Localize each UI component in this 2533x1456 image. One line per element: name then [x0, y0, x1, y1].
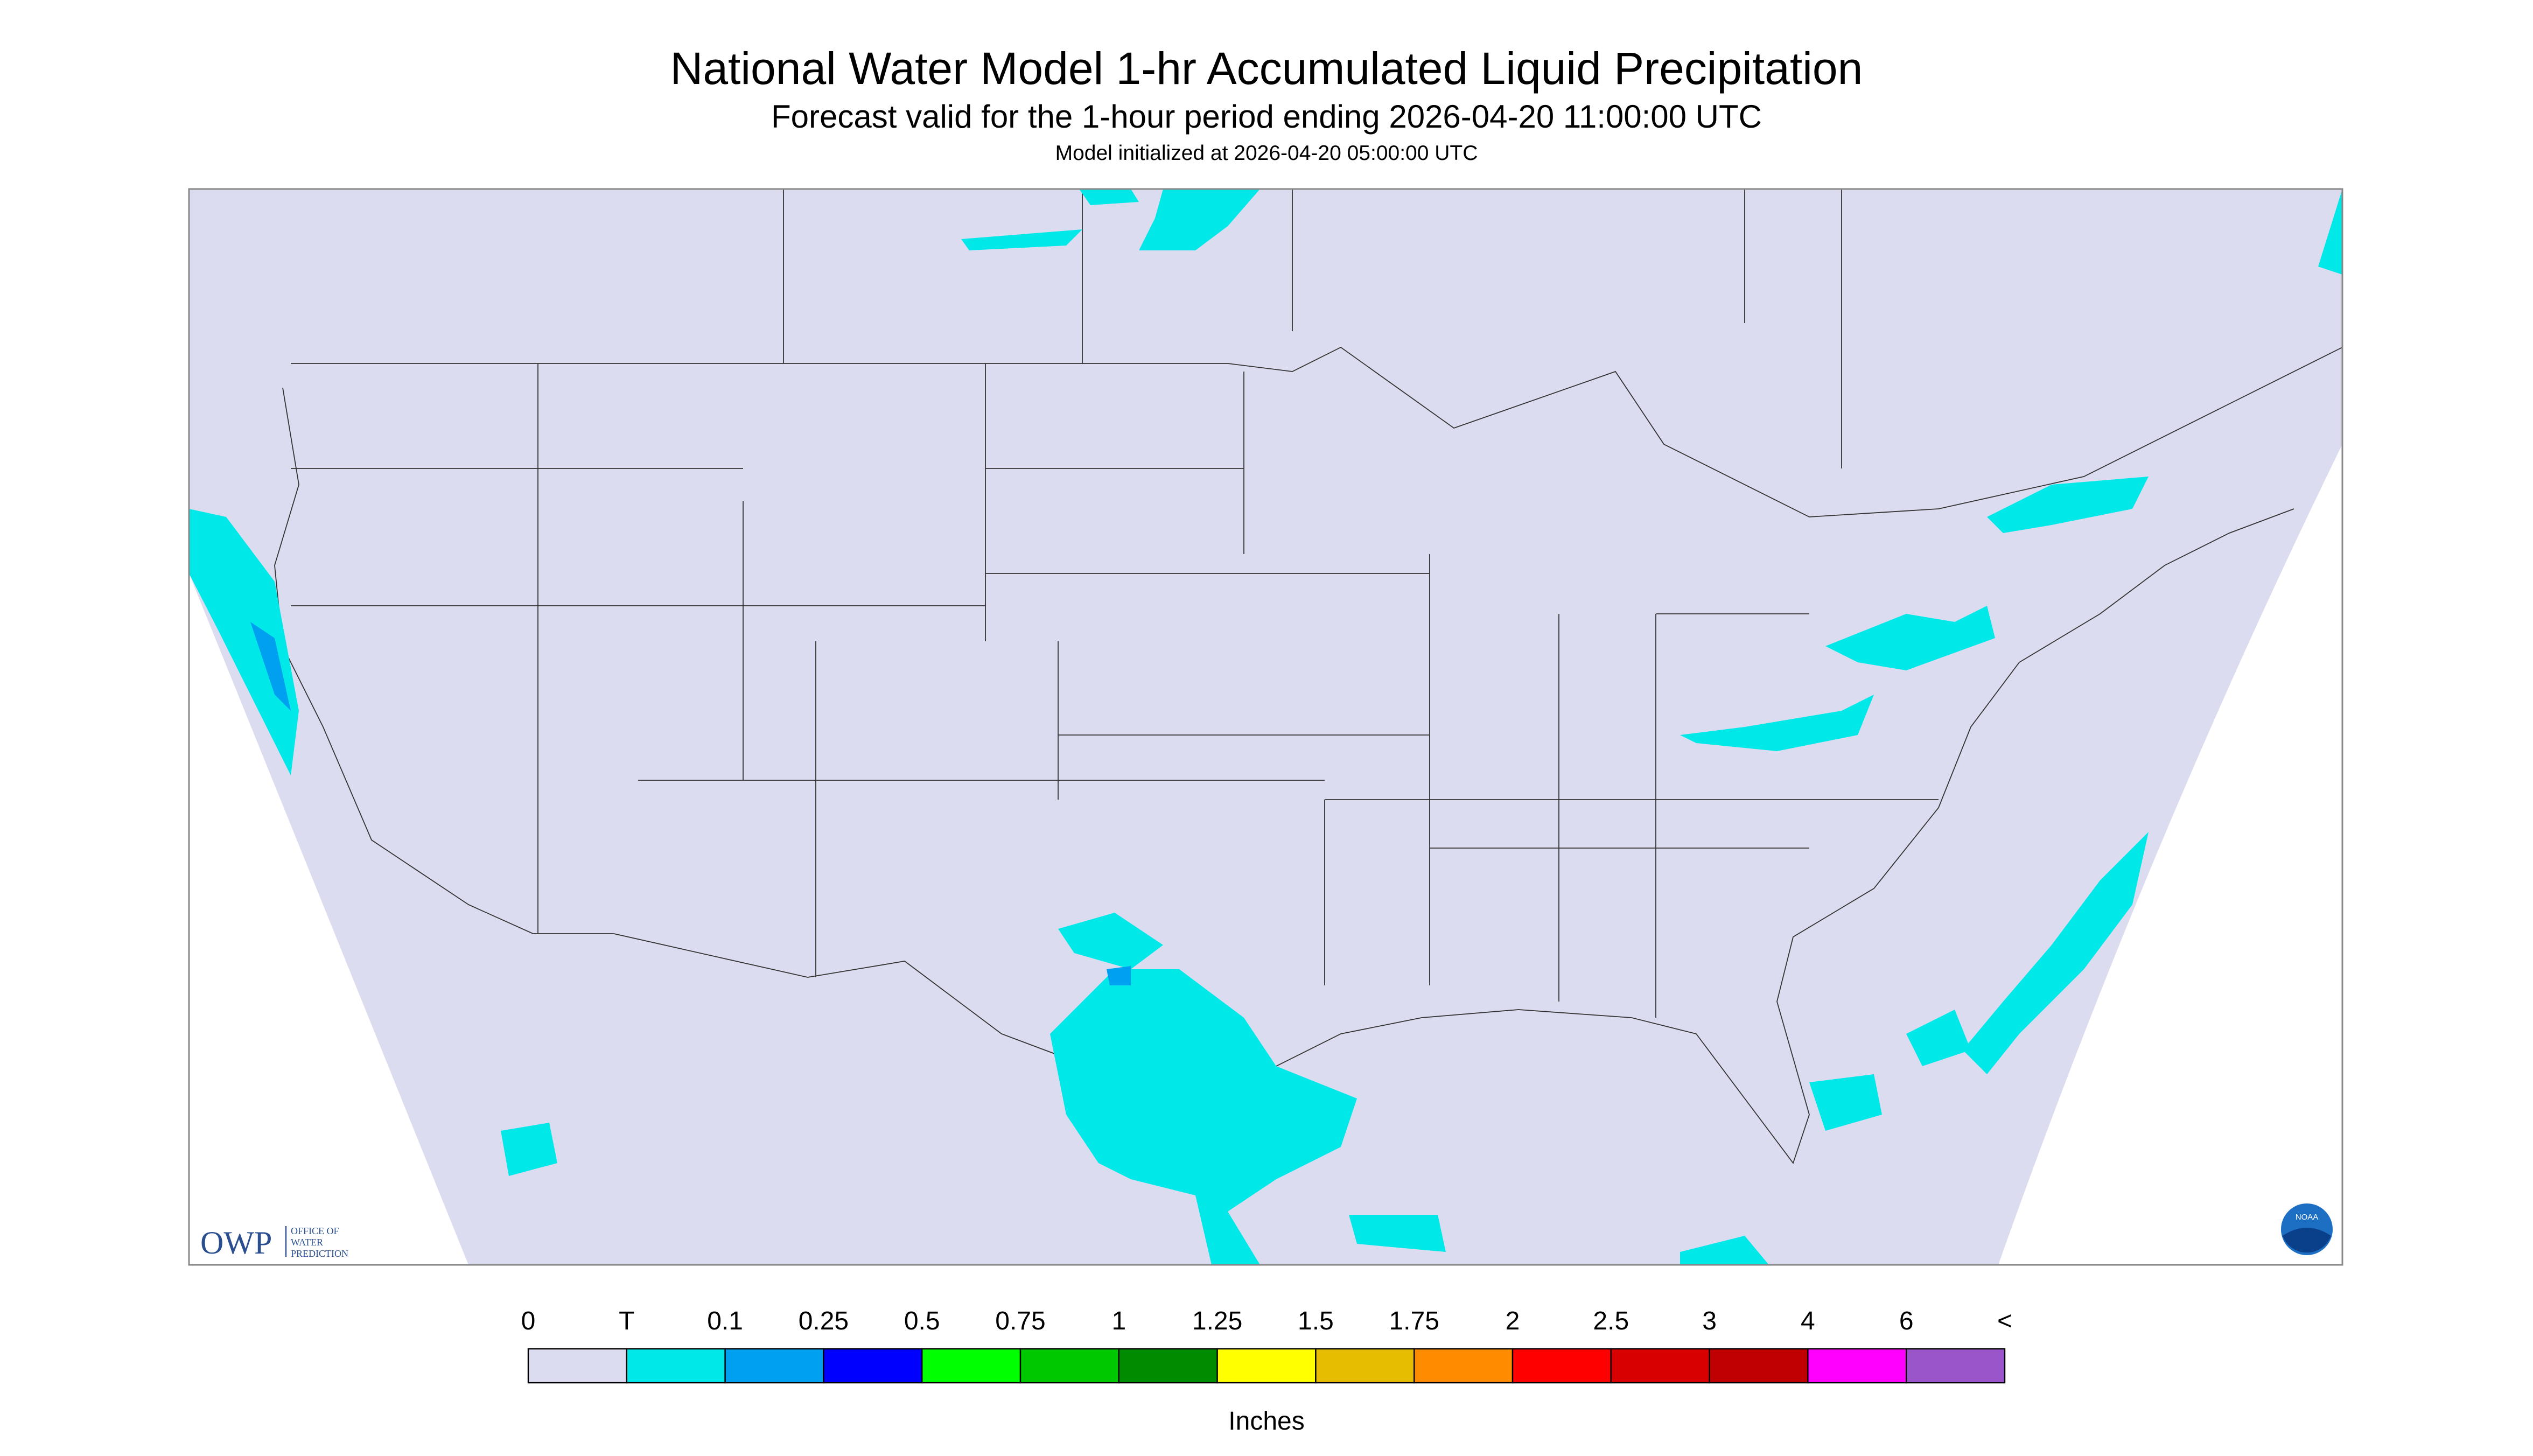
legend-label: 0.75 [995, 1307, 1045, 1335]
legend-swatch [527, 1348, 628, 1384]
legend-swatch [1414, 1348, 1514, 1384]
title: National Water Model 1-hr Accumulated Li… [670, 43, 1863, 94]
legend-swatch [921, 1348, 1021, 1384]
owp-logo: OWP OFFICE OF WATER PREDICTION [200, 1225, 348, 1261]
legend-label: 0 [521, 1307, 536, 1335]
legend-swatch [1807, 1348, 1907, 1384]
legend-swatch [1512, 1348, 1612, 1384]
legend-label: 4 [1801, 1307, 1815, 1335]
noaa-text: NOAA [2296, 1213, 2319, 1222]
legend-swatch [1216, 1348, 1317, 1384]
legend-swatch [1019, 1348, 1120, 1384]
legend-label: 0.25 [799, 1307, 849, 1335]
legend-swatch [1709, 1348, 1809, 1384]
legend-swatch [1118, 1348, 1218, 1384]
init-time: Model initialized at 2026-04-20 05:00:00… [1055, 142, 1478, 165]
subtitle: Forecast valid for the 1-hour period end… [771, 99, 1762, 135]
legend-label: 6 [1899, 1307, 1914, 1335]
legend-label: < [1997, 1307, 2012, 1335]
legend-label: 1 [1111, 1307, 1126, 1335]
legend-label: 1.75 [1389, 1307, 1439, 1335]
owp-mark: OWP [200, 1225, 272, 1261]
legend-swatch [1905, 1348, 2006, 1384]
legend-swatch [724, 1348, 824, 1384]
legend-label: T [619, 1307, 634, 1335]
legend-swatch [1610, 1348, 1710, 1384]
legend-swatch [626, 1348, 726, 1384]
map-domain [189, 189, 2342, 1265]
legend-swatch [1315, 1348, 1415, 1384]
legend-label: 3 [1702, 1307, 1717, 1335]
legend-unit: Inches [1228, 1407, 1304, 1436]
legend-label: 0.1 [707, 1307, 743, 1335]
legend-label: 2.5 [1593, 1307, 1629, 1335]
map-frame [188, 188, 2343, 1266]
borders [274, 189, 2343, 1265]
map: OWP OFFICE OF WATER PREDICTION NOAA [188, 188, 2343, 1266]
owp-line: OFFICE OF [291, 1226, 339, 1236]
noaa-logo: NOAA [2281, 1203, 2333, 1256]
legend: Inches 0 T 0.1 0.25 0.5 0.75 1 1.25 1.5 1.75 2 2.5 3… [521, 1307, 2012, 1436]
legend-label: 2 [1506, 1307, 1520, 1335]
precipitation [189, 189, 2342, 1265]
legend-label: 1.25 [1192, 1307, 1242, 1335]
legend-label: 0.5 [904, 1307, 940, 1335]
noaa-wave [2283, 1228, 2331, 1253]
legend-swatch [823, 1348, 923, 1384]
legend-label: 1.5 [1298, 1307, 1334, 1335]
owp-line: PREDICTION [291, 1248, 348, 1259]
owp-line: WATER [291, 1237, 323, 1248]
